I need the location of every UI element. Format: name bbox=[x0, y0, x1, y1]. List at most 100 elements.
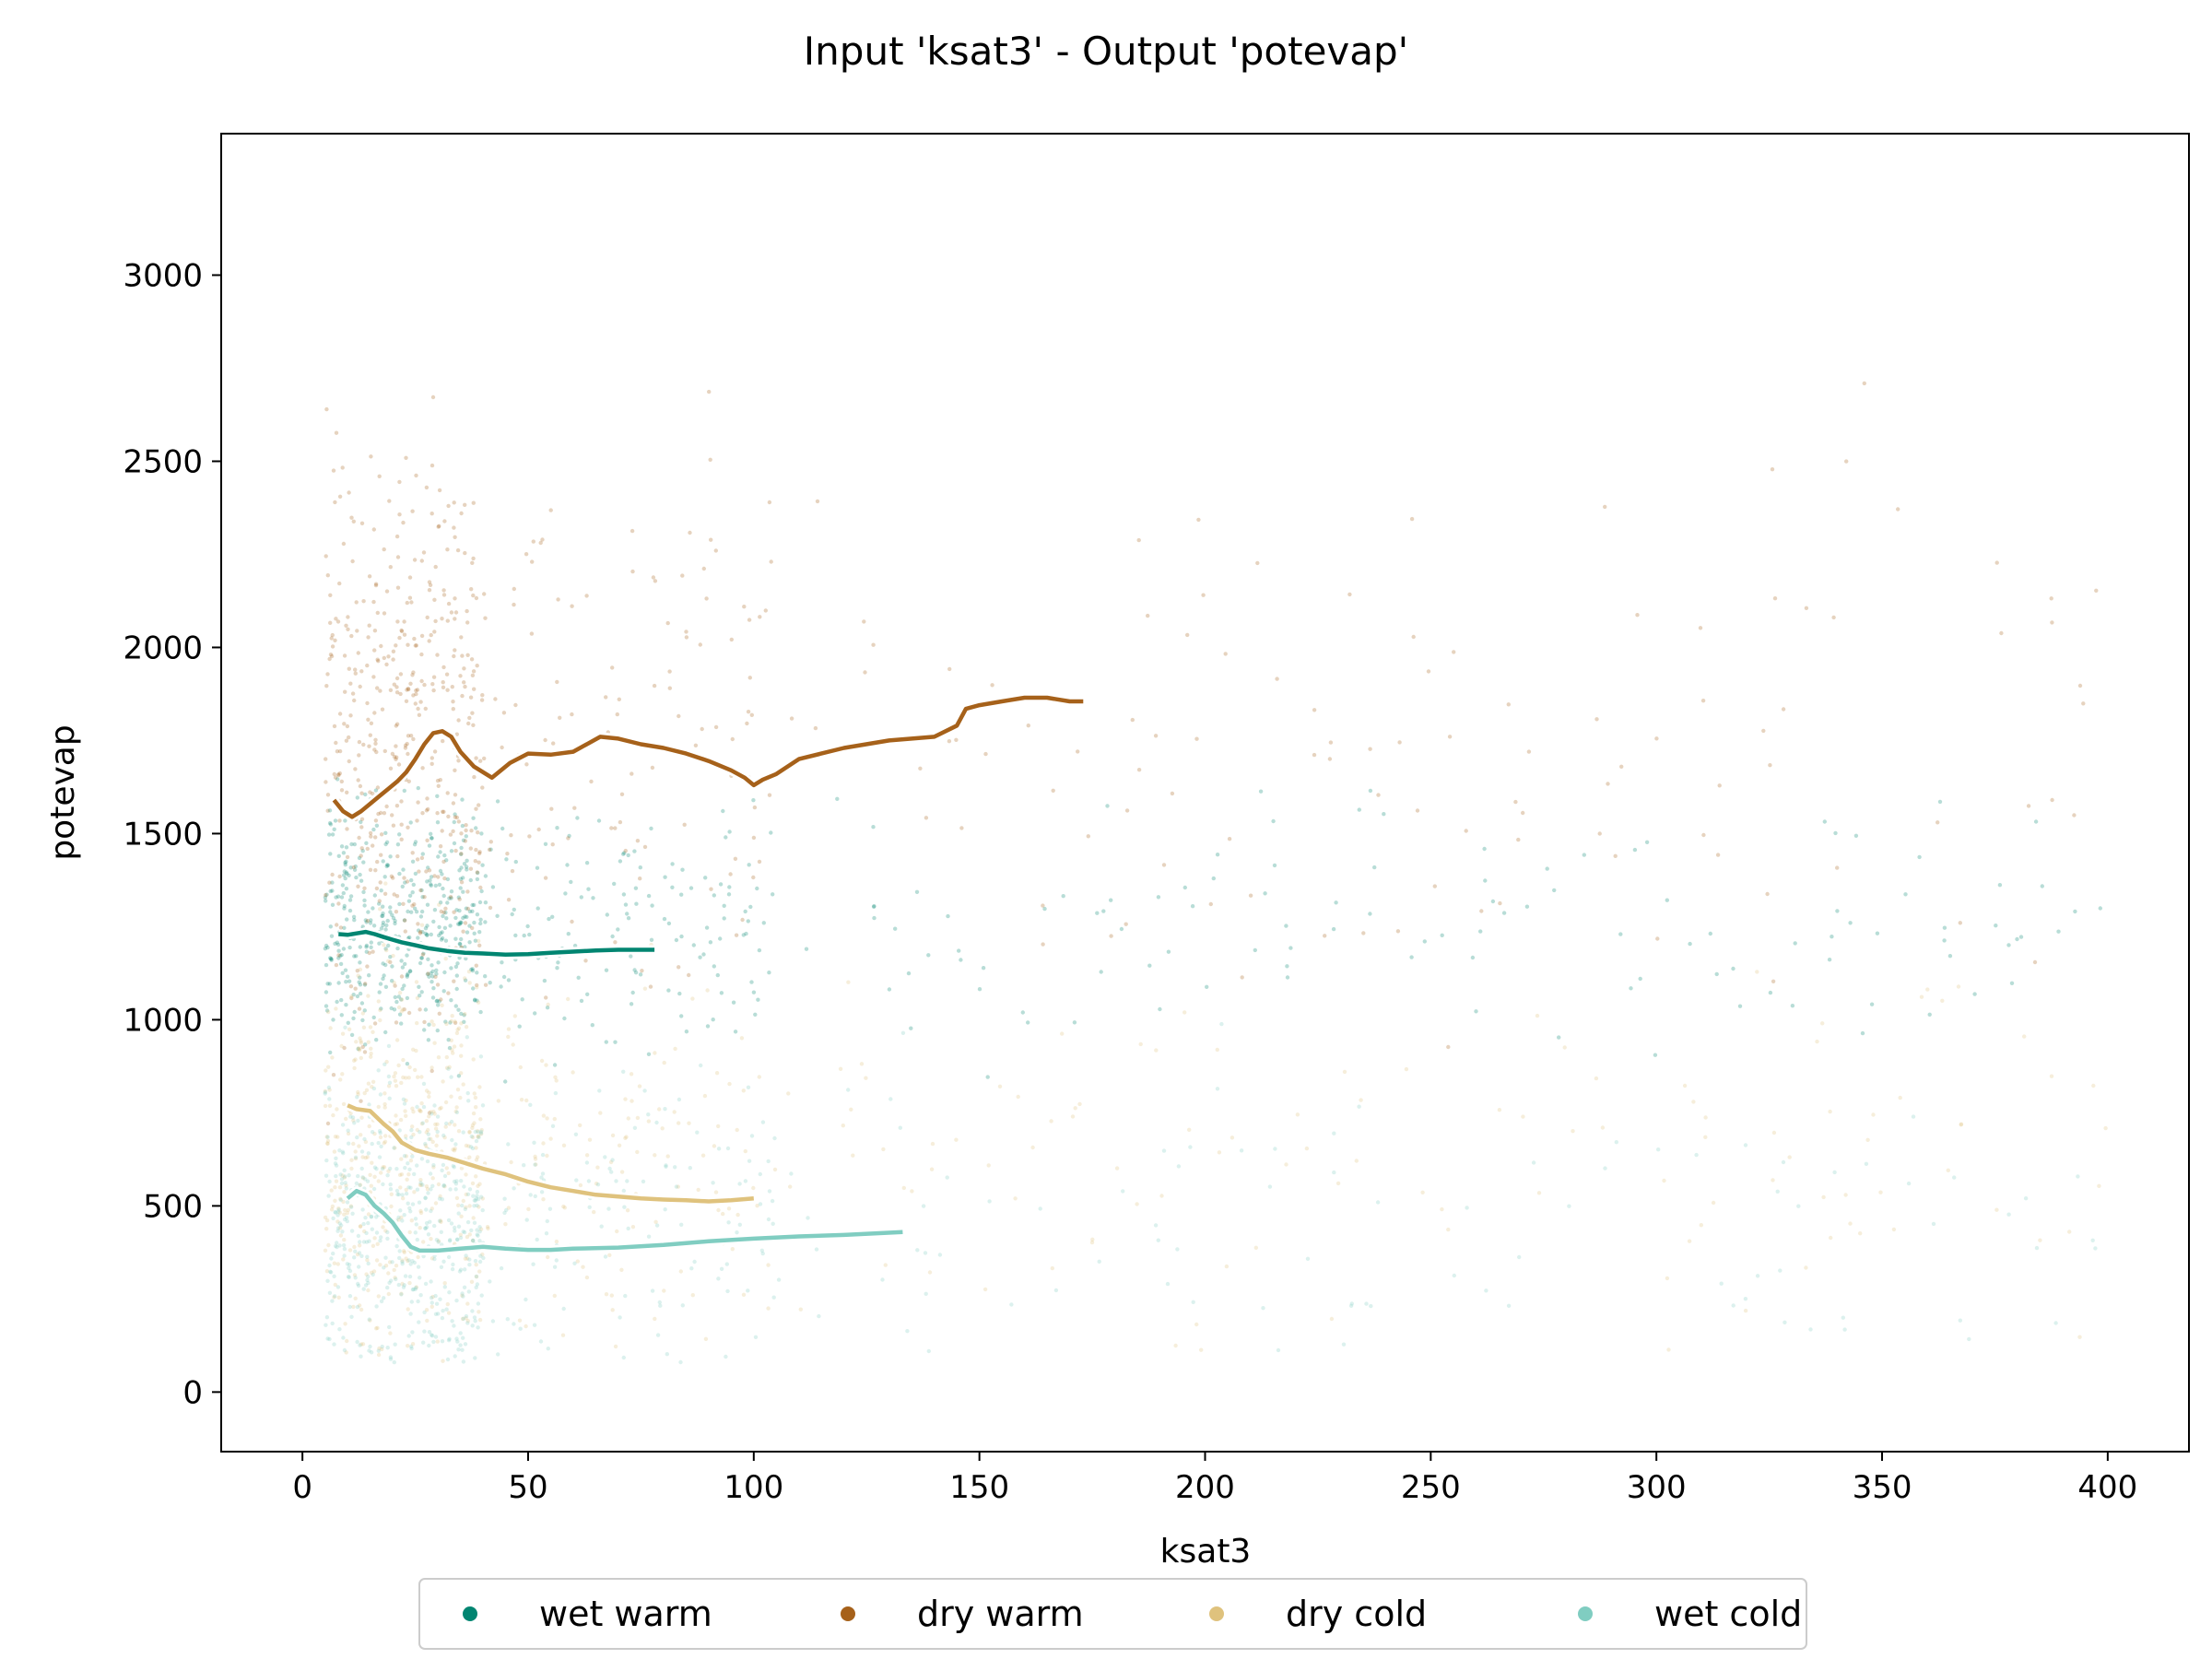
scatter-point bbox=[864, 1076, 868, 1080]
scatter-point bbox=[470, 1125, 475, 1131]
scatter-point bbox=[462, 1019, 466, 1025]
scatter-point bbox=[766, 1263, 771, 1267]
scatter-point bbox=[409, 910, 414, 914]
scatter-point bbox=[372, 1132, 377, 1136]
scatter-point bbox=[421, 1240, 426, 1244]
scatter-point bbox=[1114, 1166, 1120, 1171]
scatter-point bbox=[366, 1288, 371, 1293]
scatter-point bbox=[432, 597, 437, 602]
scatter-point bbox=[459, 1021, 464, 1026]
scatter-point bbox=[347, 759, 351, 764]
x-axis-label: ksat3 bbox=[1160, 1533, 1252, 1571]
scatter-point bbox=[583, 959, 588, 963]
scatter-point bbox=[900, 1030, 906, 1036]
scatter-point bbox=[437, 999, 441, 1004]
scatter-point bbox=[477, 860, 481, 865]
scatter-point bbox=[424, 1207, 429, 1212]
scatter-point bbox=[673, 1046, 677, 1052]
scatter-point bbox=[426, 1132, 431, 1136]
scatter-point bbox=[621, 1188, 626, 1194]
scatter-point bbox=[430, 995, 436, 1000]
scatter-point bbox=[1997, 883, 2003, 888]
scatter-point bbox=[343, 876, 347, 881]
scatter-point bbox=[625, 1179, 629, 1183]
scatter-point bbox=[1694, 1152, 1699, 1158]
scatter-point bbox=[376, 1104, 381, 1110]
scatter-point bbox=[476, 1233, 480, 1238]
scatter-point bbox=[397, 901, 402, 907]
scatter-point bbox=[624, 1135, 629, 1139]
scatter-point bbox=[452, 1324, 456, 1328]
scatter-point bbox=[1368, 788, 1373, 794]
scatter-point bbox=[474, 847, 478, 853]
scatter-point bbox=[473, 1095, 478, 1100]
scatter-point bbox=[670, 862, 675, 866]
scatter-point bbox=[654, 1223, 660, 1228]
scatter-point bbox=[476, 870, 480, 876]
scatter-point bbox=[405, 1177, 409, 1182]
scatter-point bbox=[356, 1233, 361, 1239]
scatter-point bbox=[425, 924, 429, 928]
scatter-point bbox=[469, 1279, 475, 1285]
scatter-point bbox=[419, 956, 424, 960]
scatter-point bbox=[355, 1252, 360, 1257]
scatter-point bbox=[502, 1196, 507, 1201]
scatter-point bbox=[396, 762, 402, 767]
scatter-point bbox=[887, 987, 892, 992]
scatter-point bbox=[456, 1224, 462, 1230]
scatter-point bbox=[871, 825, 876, 830]
scatter-point bbox=[392, 1007, 397, 1012]
scatter-point bbox=[477, 1310, 481, 1314]
scatter-point bbox=[898, 1125, 902, 1130]
scatter-point bbox=[464, 834, 468, 839]
scatter-point bbox=[1175, 1247, 1180, 1252]
scatter-point bbox=[880, 1277, 885, 1282]
scatter-point bbox=[665, 1352, 669, 1357]
scatter-point bbox=[393, 1071, 398, 1076]
scatter-point bbox=[391, 823, 396, 828]
scatter-point bbox=[325, 1141, 330, 1147]
scatter-point bbox=[324, 1008, 330, 1013]
scatter-point bbox=[443, 1019, 448, 1024]
scatter-point bbox=[467, 1232, 472, 1237]
scatter-point bbox=[433, 1312, 439, 1317]
scatter-point bbox=[359, 846, 364, 851]
scatter-point bbox=[394, 1020, 399, 1025]
scatter-point bbox=[359, 1253, 364, 1259]
scatter-point bbox=[358, 684, 362, 689]
scatter-point bbox=[415, 1163, 419, 1168]
scatter-point bbox=[1323, 934, 1327, 938]
scatter-point bbox=[432, 874, 437, 878]
scatter-point bbox=[403, 929, 407, 934]
scatter-point bbox=[703, 1336, 709, 1342]
scatter-point bbox=[604, 695, 608, 700]
scatter-point bbox=[323, 947, 328, 951]
scatter-point bbox=[382, 748, 387, 754]
scatter-point bbox=[1273, 1147, 1277, 1151]
scatter-point bbox=[477, 1182, 482, 1186]
scatter-point bbox=[359, 878, 364, 883]
scatter-point bbox=[445, 1357, 451, 1362]
scatter-point bbox=[1156, 895, 1161, 900]
scatter-point bbox=[392, 1359, 396, 1365]
scatter-point bbox=[442, 1184, 447, 1189]
scatter-point bbox=[407, 1065, 412, 1070]
scatter-point bbox=[419, 1122, 425, 1126]
scatter-point bbox=[424, 808, 429, 813]
scatter-point bbox=[330, 902, 335, 907]
scatter-point bbox=[379, 1006, 383, 1011]
scatter-point bbox=[672, 1110, 677, 1114]
scatter-point bbox=[325, 1336, 330, 1341]
scatter-point bbox=[646, 1234, 652, 1239]
scatter-point bbox=[371, 1269, 377, 1274]
scatter-point bbox=[473, 997, 477, 1002]
scatter-point bbox=[478, 921, 483, 926]
scatter-point bbox=[372, 1021, 378, 1026]
scatter-point bbox=[1771, 1178, 1775, 1182]
scatter-point bbox=[477, 930, 482, 935]
scatter-point bbox=[767, 1189, 772, 1194]
scatter-point bbox=[448, 1238, 453, 1242]
scatter-point bbox=[454, 1195, 460, 1201]
scatter-point bbox=[368, 867, 373, 872]
